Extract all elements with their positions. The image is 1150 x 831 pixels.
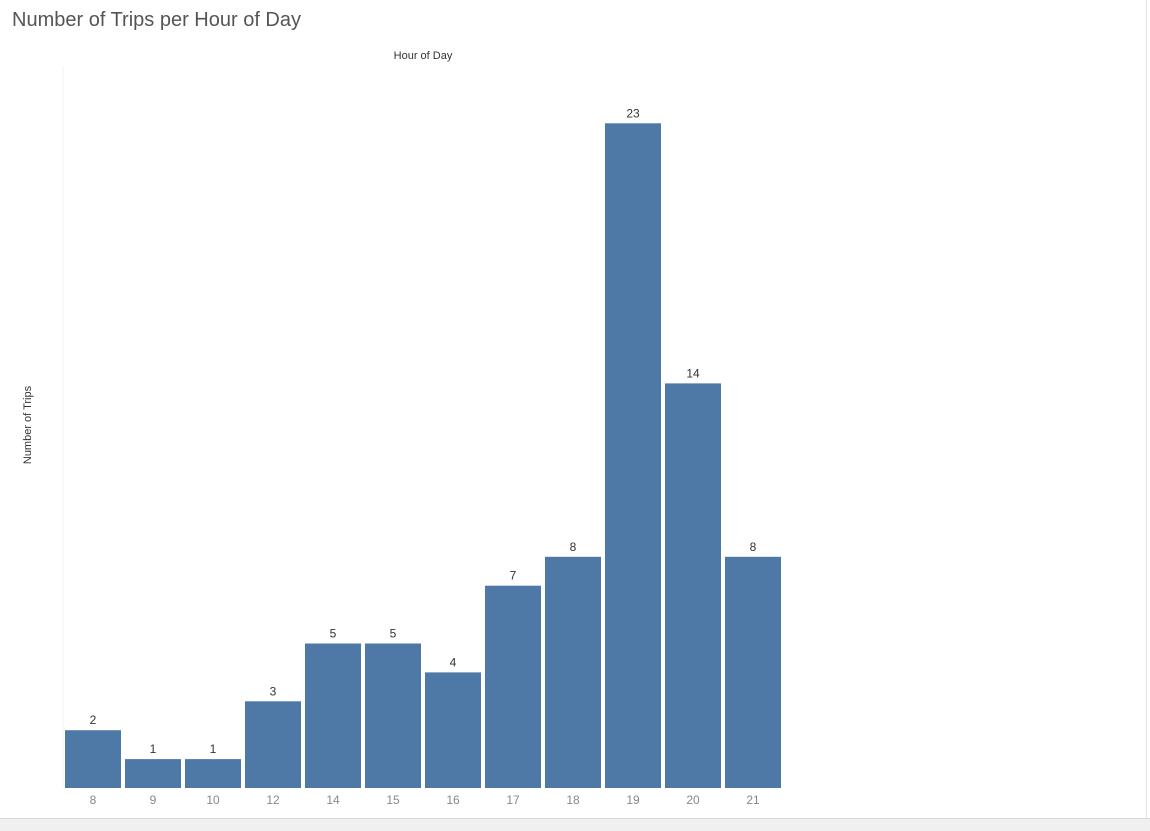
x-tick-label-12: 12 (266, 793, 280, 807)
data-label-hour-18: 8 (570, 540, 577, 554)
x-tick-label-21: 21 (746, 793, 760, 807)
bottom-scroll-strip (0, 818, 1150, 831)
data-label-hour-8: 2 (90, 713, 97, 727)
x-tick-label-15: 15 (386, 793, 400, 807)
bar-hour-14[interactable] (305, 643, 361, 789)
chart-title: Number of Trips per Hour of Day (12, 9, 301, 31)
bars-group (65, 123, 781, 789)
data-label-hour-21: 8 (750, 540, 757, 554)
bar-hour-15[interactable] (365, 643, 421, 789)
data-labels-group: 2 1 1 3 5 5 4 7 8 23 14 8 (90, 106, 757, 756)
data-label-hour-14: 5 (330, 627, 337, 641)
bar-hour-8[interactable] (65, 730, 121, 788)
data-label-hour-10: 1 (210, 742, 217, 756)
data-label-hour-19: 23 (626, 106, 640, 120)
view-border (1146, 0, 1147, 818)
x-tick-label-14: 14 (326, 793, 340, 807)
bar-hour-19[interactable] (605, 123, 661, 789)
bar-hour-12[interactable] (245, 701, 301, 788)
x-tick-label-19: 19 (626, 793, 640, 807)
bar-hour-20[interactable] (665, 383, 721, 788)
data-label-hour-16: 4 (450, 655, 457, 669)
bar-hour-16[interactable] (425, 672, 481, 788)
bar-hour-21[interactable] (725, 556, 781, 788)
x-tick-label-10: 10 (206, 793, 220, 807)
data-label-hour-17: 7 (510, 569, 517, 583)
data-label-hour-12: 3 (270, 684, 277, 698)
data-label-hour-20: 14 (686, 366, 700, 380)
data-label-hour-15: 5 (390, 627, 397, 641)
bar-hour-9[interactable] (125, 759, 181, 788)
bar-hour-10[interactable] (185, 759, 241, 788)
x-tick-labels-group: 8 9 10 12 14 15 16 17 18 19 20 21 (90, 793, 760, 807)
x-tick-label-16: 16 (446, 793, 460, 807)
bar-hour-17[interactable] (485, 585, 541, 788)
x-tick-label-18: 18 (566, 793, 580, 807)
y-axis-title: Number of Trips (22, 385, 34, 464)
x-tick-label-20: 20 (686, 793, 700, 807)
x-axis-title: Hour of Day (394, 50, 453, 62)
x-tick-label-9: 9 (150, 793, 157, 807)
bar-hour-18[interactable] (545, 556, 601, 788)
data-label-hour-9: 1 (150, 742, 157, 756)
x-tick-label-17: 17 (506, 793, 520, 807)
x-tick-label-8: 8 (90, 793, 97, 807)
